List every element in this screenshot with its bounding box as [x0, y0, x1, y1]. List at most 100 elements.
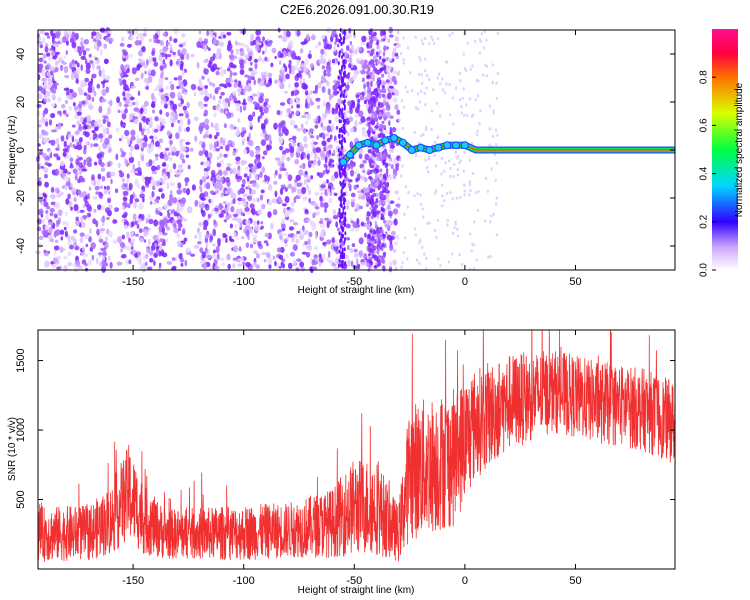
- spectrogram-point: [486, 189, 490, 193]
- spectrogram-point: [181, 146, 187, 152]
- spectrogram-point: [347, 131, 350, 137]
- spectrogram-point: [279, 145, 283, 151]
- spectrogram-point: [205, 160, 211, 167]
- spectrogram-point: [381, 190, 386, 194]
- spectrogram-point: [57, 193, 62, 198]
- spectrogram-point: [366, 129, 371, 135]
- spectrogram-point: [210, 66, 216, 73]
- spectrogram-point: [338, 210, 341, 215]
- spectrogram-point: [148, 227, 152, 231]
- spectrogram-point: [477, 190, 480, 194]
- spectrogram-point: [402, 61, 405, 65]
- spectrogram-point: [329, 94, 335, 99]
- spectrogram-point: [130, 35, 134, 41]
- spectrogram-point: [126, 43, 132, 48]
- spectrogram-point: [256, 220, 260, 225]
- spectrogram-point: [119, 242, 126, 249]
- spectrogram-point: [336, 43, 340, 48]
- spectrogram-point: [46, 71, 51, 77]
- spectrogram-point: [43, 95, 48, 100]
- spectrogram-point: [71, 124, 76, 128]
- spectrogram-point: [176, 85, 180, 90]
- spectrogram-point: [98, 145, 101, 152]
- spectrogram-point: [245, 219, 249, 225]
- spectrogram-point: [216, 67, 220, 71]
- spectrogram-point: [281, 35, 288, 43]
- spectrogram-point: [214, 189, 220, 194]
- spectrogram-point: [97, 173, 102, 180]
- spectrogram-point: [308, 197, 311, 204]
- spectrogram-point: [389, 115, 394, 119]
- spectrogram-point: [82, 49, 87, 56]
- spectrogram-point: [341, 107, 344, 112]
- spectrogram-point: [78, 162, 84, 169]
- spectrogram-y-tick-label: 40: [15, 48, 27, 60]
- spectrogram-point: [439, 264, 442, 268]
- spectrogram-point: [57, 143, 60, 150]
- spectrogram-point: [372, 31, 377, 37]
- spectrogram-point: [315, 97, 321, 102]
- spectrogram-point: [212, 228, 217, 236]
- spectrogram-point: [86, 114, 92, 122]
- spectrogram-point: [475, 133, 479, 137]
- spectrogram-point: [470, 249, 473, 253]
- spectrogram-point: [244, 207, 250, 212]
- spectrogram-point: [343, 127, 346, 132]
- spectrogram-point: [355, 46, 359, 53]
- spectrogram-point: [144, 70, 147, 75]
- spectrogram-point: [344, 198, 347, 203]
- spectrogram-point: [134, 220, 138, 225]
- spectrogram-point: [303, 143, 309, 149]
- spectrogram-point: [447, 260, 451, 264]
- spectrogram-point: [94, 59, 98, 65]
- spectrogram-point: [165, 238, 169, 242]
- spectrogram-point: [326, 257, 329, 262]
- spectrogram-point: [219, 66, 223, 70]
- spectrogram-point: [448, 113, 452, 117]
- spectrogram-point: [343, 130, 346, 135]
- spectrogram-point: [323, 70, 326, 75]
- spectrogram-point: [359, 46, 362, 52]
- spectrogram-point: [89, 124, 93, 129]
- spectrogram-point: [183, 92, 188, 96]
- spectrogram-point: [369, 229, 373, 233]
- spectrogram-point: [244, 225, 251, 233]
- spectrogram-point: [216, 249, 219, 254]
- spectrogram-point: [47, 162, 52, 167]
- spectrogram-point: [366, 219, 370, 225]
- spectrogram-point: [50, 238, 54, 243]
- spectrogram-point: [257, 115, 260, 123]
- spectrogram-point: [242, 261, 246, 266]
- spectrogram-point: [454, 150, 457, 154]
- spectrogram-point: [379, 229, 384, 233]
- spectrogram-point: [306, 178, 311, 183]
- spectrogram-point: [303, 135, 308, 143]
- spectrogram-point: [225, 166, 231, 171]
- spectrogram-point: [385, 199, 392, 203]
- spectrogram-point: [383, 64, 386, 71]
- spectrogram-point: [74, 138, 79, 143]
- spectrogram-point: [126, 203, 131, 209]
- spectrogram-point: [370, 112, 375, 119]
- spectrogram-point: [83, 159, 87, 166]
- spectrogram-point: [284, 90, 288, 94]
- spectrogram-point: [198, 221, 203, 227]
- spectrogram-point: [461, 96, 464, 100]
- spectrogram-point: [53, 213, 58, 219]
- spectrogram-point: [170, 83, 175, 91]
- spectrogram-point: [94, 125, 98, 132]
- spectrogram-point: [153, 39, 157, 44]
- spectrogram-point: [343, 111, 346, 116]
- spectrogram-point: [83, 144, 87, 151]
- spectrogram-point: [98, 133, 104, 139]
- spectrogram-point: [223, 153, 228, 158]
- spectrogram-point: [120, 72, 125, 78]
- spectrogram-point: [205, 182, 211, 190]
- spectrogram-point: [178, 253, 182, 259]
- spectrogram-point: [368, 256, 373, 261]
- spectrogram-point: [54, 52, 58, 58]
- spectrogram-point: [351, 101, 356, 109]
- spectrogram-point: [48, 119, 53, 126]
- spectrogram-point: [434, 164, 438, 168]
- spectrogram-point: [212, 83, 216, 88]
